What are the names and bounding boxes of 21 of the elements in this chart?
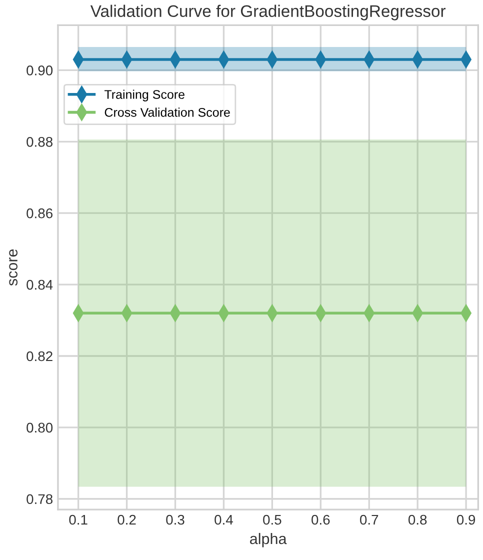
chart-title: Validation Curve for GradientBoostingRegressor [90, 4, 446, 20]
x-tick-label: 0.5 [263, 514, 282, 525]
y-tick-label: 0.84 [26, 280, 53, 290]
y-tick-label: 0.86 [26, 208, 52, 218]
y-tick-label: 0.90 [26, 66, 53, 76]
x-tick-label: 0.1 [69, 514, 88, 525]
y-tick-label: 0.88 [26, 136, 52, 147]
x-tick-label: 0.2 [118, 514, 136, 525]
legend-label: Cross Validation Score [104, 108, 230, 117]
x-tick-label: 0.8 [408, 514, 427, 525]
y-tick-label: 0.78 [26, 494, 52, 504]
legend-label: Training Score [104, 90, 184, 102]
y-tick-label: 0.80 [26, 422, 53, 433]
x-tick-label: 0.9 [456, 514, 476, 525]
y-axis-title: score [9, 249, 18, 286]
x-tick-label: 0.4 [214, 514, 233, 525]
x-axis-title: alpha [250, 532, 287, 548]
y-tick-label: 0.82 [26, 351, 52, 362]
x-tick-label: 0.7 [360, 514, 378, 525]
x-tick-label: 0.6 [312, 514, 330, 525]
x-tick-label: 0.3 [166, 514, 184, 525]
